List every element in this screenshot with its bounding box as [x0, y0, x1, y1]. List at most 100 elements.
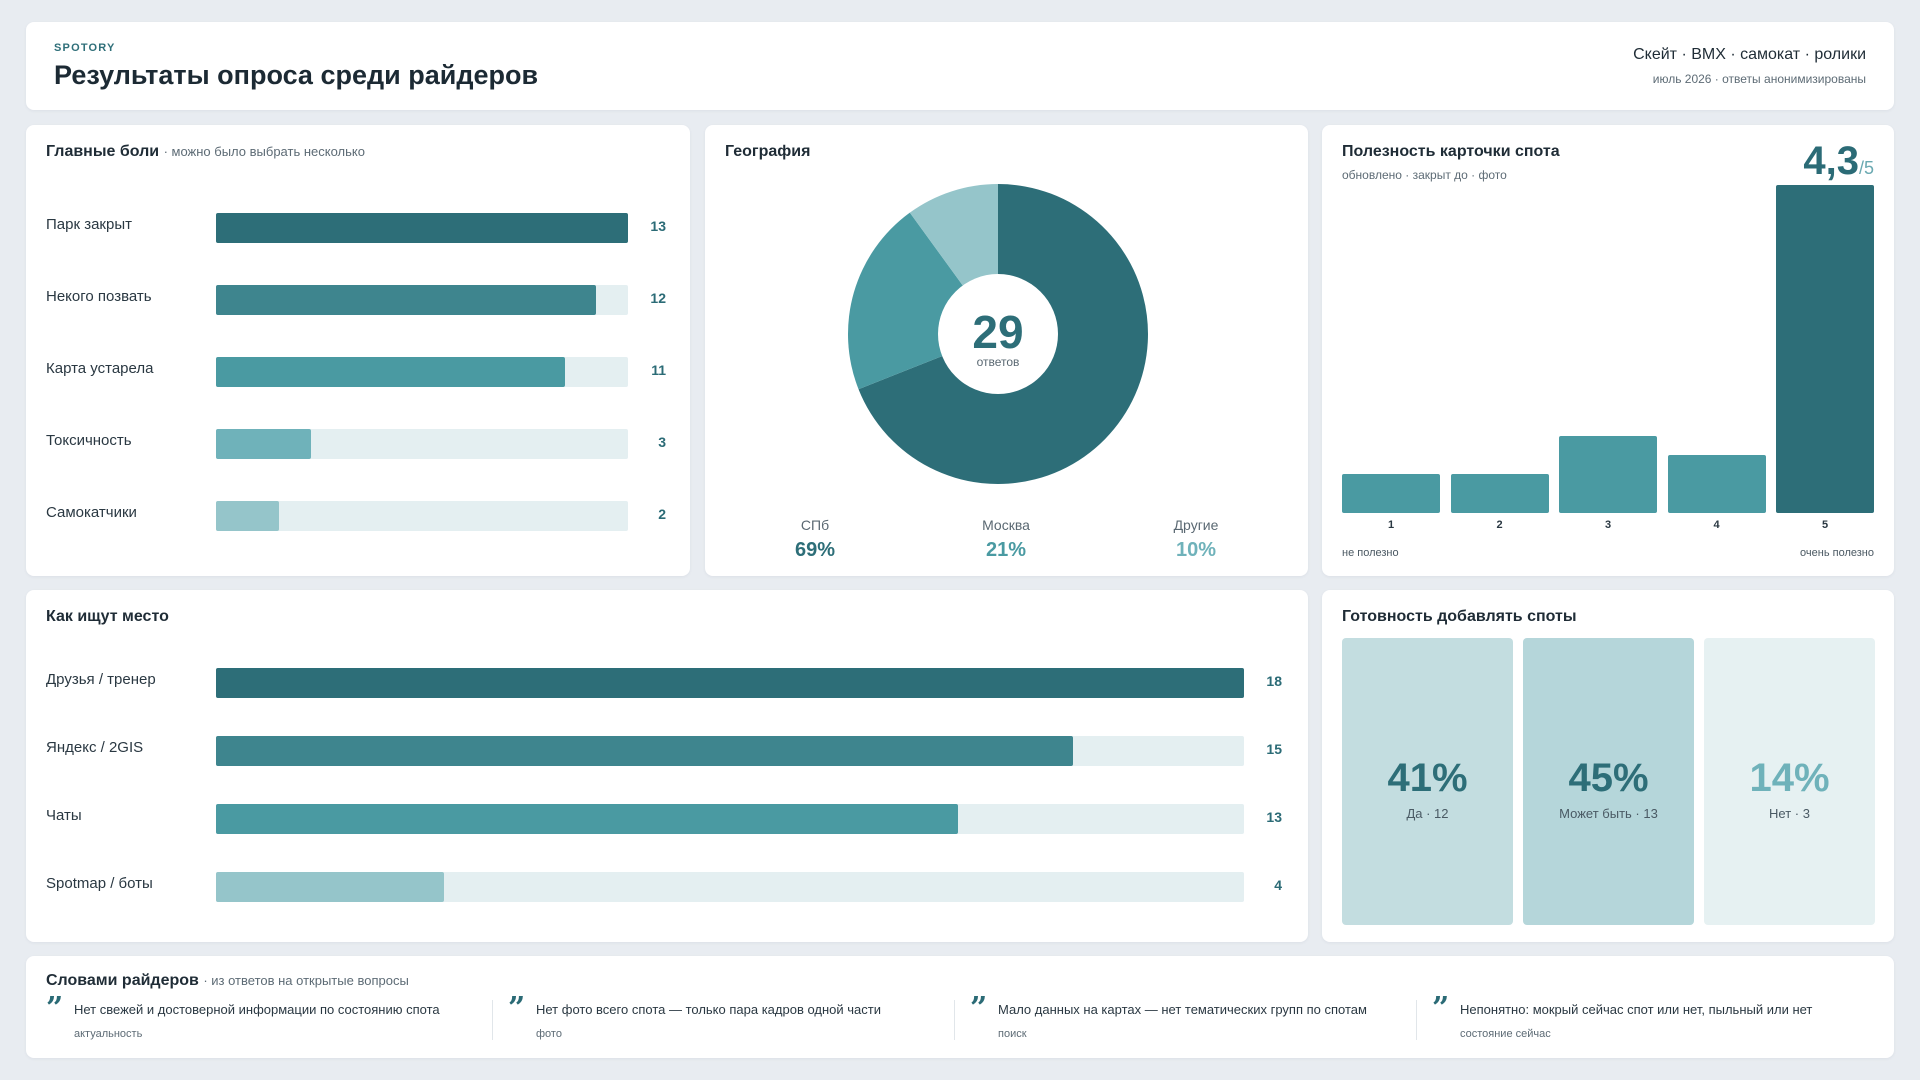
- quote-text: Нет свежей и достоверной информации по с…: [74, 1002, 440, 1017]
- bar: [216, 501, 280, 531]
- quotes-title: Словами райдеров: [46, 972, 199, 989]
- bar-value-label: 3: [658, 434, 666, 450]
- search-title: Как ищут место: [46, 608, 169, 625]
- search-card: Как ищут место Друзья / тренер 18 Яндекс /…: [26, 590, 1308, 942]
- donut-center-label: ответов: [977, 355, 1020, 369]
- quote-icon: ”: [970, 991, 988, 1026]
- bar-value-label: 18: [1266, 673, 1282, 689]
- bar: [1450, 474, 1549, 513]
- bar: [1342, 474, 1440, 513]
- x-tick-label: 1: [1387, 519, 1395, 531]
- x-tick-label: 2: [1496, 519, 1503, 531]
- bar-value-label: 4: [1274, 877, 1282, 893]
- quote-divider: [492, 1000, 493, 1040]
- quote-divider: [1416, 1000, 1417, 1040]
- bar-label: Чаты: [46, 807, 82, 824]
- bar-row: Spotmap / боты 4: [26, 864, 1308, 904]
- usefulness-score: 4,3/5: [1803, 139, 1874, 184]
- quote-tag: состояние сейчас: [1460, 1028, 1551, 1040]
- bar-track: [216, 872, 1244, 902]
- discipline-tags: Скейт · BMX · самокат · ролики: [1633, 46, 1866, 63]
- header-card: SPOTORY Результаты опроса среди райдеров…: [26, 22, 1894, 110]
- usefulness-title: Полезность карточки спота: [1342, 143, 1560, 160]
- bar: [216, 736, 1073, 766]
- geo-legend-label: Другие: [1173, 517, 1219, 533]
- brand-label: SPOTORY: [54, 42, 116, 54]
- quote-divider: [954, 1000, 955, 1040]
- bar-label: Spotmap / боты: [46, 875, 153, 892]
- bar-value-label: 13: [1266, 809, 1282, 825]
- readiness-percent: 41%: [1387, 756, 1468, 800]
- bar-row: Друзья / тренер 18: [26, 660, 1308, 700]
- readiness-box: 45% Может быть · 13: [1523, 638, 1694, 925]
- quotes-title-row: Словами райдеров · из ответов на открыты…: [46, 972, 409, 990]
- donut-hole: [938, 274, 1058, 394]
- bar-label: Карта устарела: [46, 360, 154, 377]
- bar-row: Парк закрыт 13: [26, 205, 690, 245]
- bar-label: Друзья / тренер: [46, 671, 156, 688]
- bar: [216, 357, 565, 387]
- bar-track: [216, 357, 628, 387]
- bar-label: Парк закрыт: [46, 216, 132, 233]
- bar-row: Чаты 13: [26, 796, 1308, 836]
- geo-card: География 29 ответов СПб 69% Москва 21% Други…: [705, 125, 1308, 576]
- readiness-label: Да · 12: [1406, 806, 1449, 821]
- quote-icon: ”: [46, 991, 64, 1026]
- bar-label: Яндекс / 2GIS: [46, 739, 144, 756]
- bar-track: [216, 804, 1244, 834]
- bar: [216, 668, 1244, 698]
- quote-tag: актуальность: [74, 1028, 143, 1040]
- high-end-label: очень полезно: [1800, 547, 1874, 559]
- bar-value-label: 13: [650, 218, 666, 234]
- geo-legend-label: СПб: [800, 517, 830, 533]
- bar: [1776, 185, 1874, 513]
- geo-legend-item: СПб 69%: [745, 517, 885, 562]
- readiness-percent: 45%: [1568, 756, 1649, 800]
- readiness-title: Готовность добавлять споты: [1342, 608, 1577, 625]
- geo-legend-item: Москва 21%: [936, 517, 1076, 562]
- bar-value-label: 12: [650, 290, 666, 306]
- bar-row: Карта устарела 11: [26, 349, 690, 389]
- x-tick-label: 3: [1604, 519, 1612, 531]
- bar-track: [216, 429, 628, 459]
- geo-title: География: [725, 143, 811, 160]
- bar: [216, 872, 445, 902]
- bar-row: Самокатчики 2: [26, 493, 690, 533]
- quotes-subtitle-sep: ·: [203, 973, 212, 988]
- bar-value-label: 15: [1266, 741, 1282, 757]
- quote-icon: ”: [508, 991, 526, 1026]
- bar-row: Токсичность 3: [26, 421, 690, 461]
- bar: [216, 285, 597, 315]
- bar-value-label: 11: [651, 362, 666, 378]
- low-end-label: не полезно: [1342, 547, 1399, 559]
- geo-legend-item: Другие 10%: [1126, 517, 1266, 562]
- quote-icon: ”: [1432, 991, 1450, 1026]
- bar-label: Токсичность: [46, 432, 132, 449]
- quote-text: Мало данных на картах — нет тематических…: [998, 1002, 1367, 1017]
- bar: [1559, 435, 1657, 513]
- readiness-card: Готовность добавлять споты 41% Да · 12 45%…: [1322, 590, 1894, 942]
- bar-label: Некого позвать: [46, 288, 152, 305]
- bar-row: Яндекс / 2GIS 15: [26, 728, 1308, 768]
- geo-legend-label: Москва: [982, 517, 1030, 533]
- bar: [1667, 455, 1766, 513]
- quote-tag: поиск: [998, 1028, 1027, 1040]
- bar-track: [216, 285, 628, 315]
- readiness-box: 41% Да · 12: [1342, 638, 1513, 925]
- geo-legend-value: 69%: [794, 539, 836, 561]
- bar: [216, 804, 959, 834]
- quotes-card: Словами райдеров · из ответов на открыты…: [26, 956, 1894, 1058]
- bar-track: [216, 668, 1244, 698]
- score-value: 4,3: [1803, 139, 1859, 183]
- bar-track: [216, 213, 628, 243]
- page-title: Результаты опроса среди райдеров: [54, 60, 539, 90]
- pains-title: Главные боли: [46, 143, 160, 160]
- readiness-percent: 14%: [1749, 756, 1830, 800]
- donut-center-value: 29: [972, 306, 1023, 358]
- usefulness-card: Полезность карточки спота обновлено · за…: [1322, 125, 1894, 576]
- bar-label: Самокатчики: [46, 504, 137, 521]
- geo-legend-value: 10%: [1175, 539, 1217, 561]
- readiness-label: Может быть · 13: [1559, 806, 1658, 821]
- x-tick-label: 5: [1821, 519, 1829, 531]
